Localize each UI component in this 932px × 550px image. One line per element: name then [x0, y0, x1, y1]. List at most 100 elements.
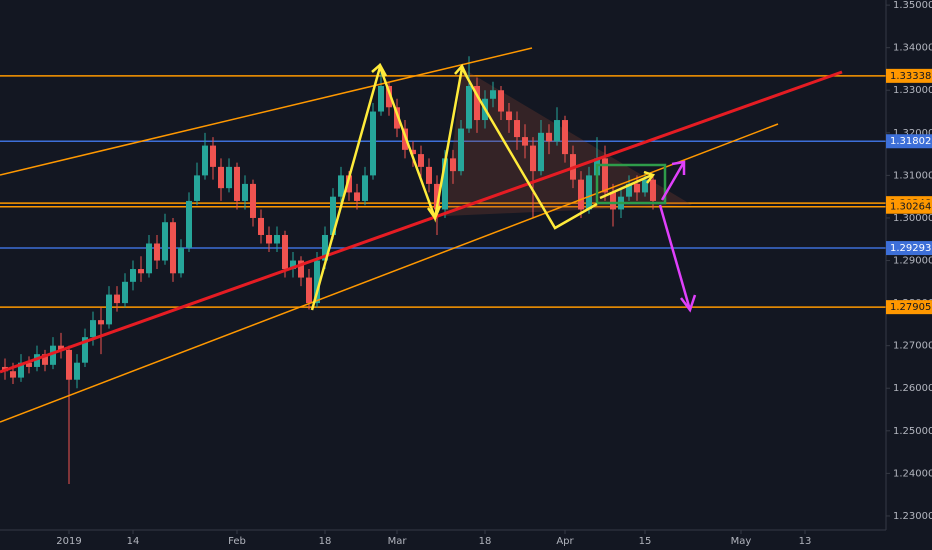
arrow-head — [371, 63, 388, 77]
candle-body — [314, 260, 320, 304]
flag-box — [595, 163, 667, 205]
arrow-head — [680, 294, 697, 313]
candle-body — [170, 222, 176, 274]
candle-body — [306, 277, 312, 304]
candle-body — [18, 362, 24, 378]
channel-line — [0, 47, 533, 176]
y-tick-label: 1.27000 — [893, 341, 932, 352]
candle-body — [178, 247, 184, 274]
candle-body — [498, 90, 504, 112]
zigzag-arrow — [599, 173, 653, 200]
y-tick-label: 1.24000 — [893, 468, 932, 479]
level-tag — [886, 241, 932, 256]
candle-body — [338, 175, 344, 197]
axis-labels: 1.230001.240001.250001.260001.270001.280… — [56, 0, 932, 547]
candle-body — [90, 320, 96, 338]
candle-body — [98, 320, 104, 325]
triangle-zone — [445, 68, 692, 216]
candle-body — [538, 132, 544, 172]
candle-body — [458, 128, 464, 172]
candle-body — [186, 200, 192, 248]
candle-body — [442, 158, 448, 210]
y-tick-label: 1.23000 — [893, 511, 932, 522]
candle-body — [626, 183, 632, 197]
x-tick-label: 13 — [799, 536, 812, 547]
arrow-head — [454, 63, 469, 78]
candle-body — [234, 166, 240, 201]
candle-body — [370, 111, 376, 176]
level-label: 1.31802 — [890, 136, 931, 147]
y-tick-label: 1.30000 — [893, 213, 932, 224]
y-tick-label: 1.25000 — [893, 426, 932, 437]
candle-body — [522, 137, 528, 146]
candle-body — [378, 85, 384, 112]
level-label: 1.33338 — [890, 71, 931, 82]
candle-body — [354, 192, 360, 201]
candle-body — [138, 269, 144, 274]
y-tick-label: 1.34000 — [893, 43, 932, 54]
candle-body — [106, 294, 112, 325]
candle-body — [546, 132, 552, 142]
y-tick-label: 1.29000 — [893, 256, 932, 267]
candle-body — [506, 111, 512, 121]
candle-body — [394, 107, 400, 129]
candle-body — [202, 145, 208, 176]
forecast-arrow — [660, 161, 686, 201]
candle-body — [434, 183, 440, 210]
x-tick-label: 15 — [639, 536, 652, 547]
candle-body — [290, 260, 296, 270]
candle-body — [322, 234, 328, 261]
candle-body — [210, 145, 216, 167]
candle-body — [554, 120, 560, 142]
candle-body — [578, 179, 584, 210]
level-tag — [886, 134, 932, 149]
level-label: 1.30264 — [890, 202, 931, 213]
candle-body — [282, 234, 288, 270]
arrow-head — [643, 170, 656, 184]
candle-body — [346, 175, 352, 193]
y-tick-label: 1.33000 — [893, 85, 932, 96]
candle-body — [218, 166, 224, 189]
candle-body — [610, 192, 616, 210]
candle-body — [66, 349, 72, 380]
trend-line — [0, 70, 843, 374]
candle-body — [26, 362, 32, 367]
candle-body — [154, 243, 160, 261]
candle-body — [562, 120, 568, 155]
candle-body — [362, 175, 368, 201]
candle-body — [74, 362, 80, 380]
candle-body — [226, 166, 232, 189]
candle-body — [82, 337, 88, 363]
candle-body — [274, 234, 280, 244]
candle-body — [258, 217, 264, 235]
candle-body — [386, 85, 392, 108]
drawings — [0, 47, 843, 423]
candle-body — [58, 345, 64, 350]
candle-body — [298, 260, 304, 278]
candle-body — [650, 179, 656, 201]
candle-body — [162, 222, 168, 261]
candle-body — [242, 183, 248, 201]
candle-body — [530, 145, 536, 172]
candle-body — [602, 158, 608, 193]
candle-body — [130, 269, 136, 282]
level-tag — [886, 300, 932, 315]
candle-body — [266, 234, 272, 244]
x-tick-label: 18 — [319, 536, 332, 547]
candle-body — [34, 354, 40, 367]
level-tag — [886, 68, 932, 83]
candle-body — [586, 175, 592, 210]
level-label: 1.29293 — [890, 243, 931, 254]
candle-body — [10, 371, 16, 378]
x-tick-label: 2019 — [56, 536, 81, 547]
x-tick-label: 14 — [127, 536, 140, 547]
x-tick-label: Mar — [388, 536, 408, 547]
candle-body — [410, 149, 416, 155]
x-tick-label: Feb — [228, 536, 246, 547]
candle-body — [490, 90, 496, 99]
candle-body — [450, 158, 456, 172]
y-tick-label: 1.32000 — [893, 128, 932, 139]
x-tick-label: May — [731, 536, 752, 547]
x-tick-label: Apr — [556, 536, 574, 547]
